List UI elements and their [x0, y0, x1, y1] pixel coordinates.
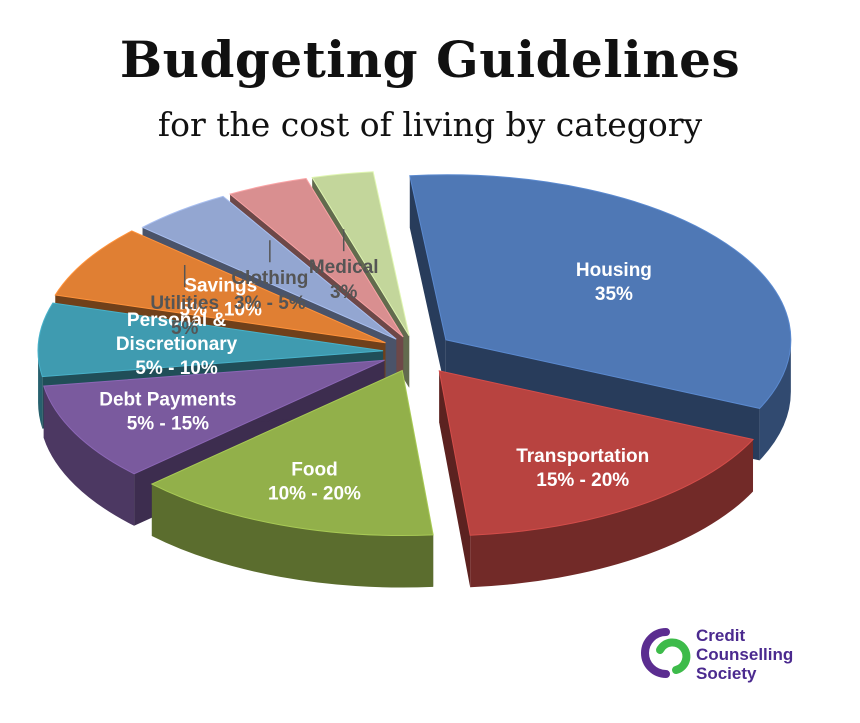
slice-utilities [141, 195, 397, 340]
slice-clothing [229, 177, 404, 338]
label-food-name: Food [291, 460, 337, 481]
label-food-value: 10% - 20% [268, 484, 361, 505]
label-medical-value: 3% [330, 282, 358, 303]
slice-food [150, 369, 434, 537]
label-personal-discretionary-name: Personal & [127, 310, 227, 331]
label-transportation-name: Transportation [516, 446, 649, 467]
slice-side-food [151, 484, 434, 588]
label-clothing-name: Clothing [231, 268, 308, 289]
label-transportation-value: 15% - 20% [536, 470, 629, 491]
label-housing-value: 35% [595, 284, 633, 305]
slice-personal-discretionary [37, 302, 384, 378]
label-housing-name: Housing [576, 260, 652, 281]
label-savings-value: 5% - 10% [180, 300, 262, 321]
slice-debt-payments [43, 359, 385, 475]
chart-title: Budgeting Guidelines [119, 30, 741, 89]
brand-logo: Credit Counselling Society [636, 622, 826, 686]
label-clothing-value: 3% - 5% [234, 293, 306, 314]
label-savings-name: Savings [184, 276, 257, 297]
pie-tops [37, 171, 792, 537]
slice-wall-transportation-1 [439, 370, 471, 588]
brand-line-3: Society [696, 664, 757, 683]
label-medical-name: Medical [309, 257, 379, 278]
slice-side-transportation [470, 439, 754, 588]
slice-housing [409, 174, 792, 409]
label-utilities-value: 5% [171, 318, 199, 339]
slice-wall-housing-0 [409, 175, 446, 392]
brand-name: Credit Counselling Society [696, 626, 793, 683]
label-debt-payments-name: Debt Payments [99, 389, 236, 410]
logo-icon [641, 628, 691, 678]
label-utilities-name: Utilities [150, 293, 219, 314]
label-personal-discretionary-name: Discretionary [116, 334, 238, 355]
slice-side-personal-discretionary [38, 350, 43, 429]
slice-savings [54, 230, 386, 344]
slice-transportation [438, 370, 754, 536]
pie-labels: Housing 35% Transportation 15% - 20% Food 10%… [99, 229, 652, 505]
chart-subtitle: for the cost of living by category [157, 105, 703, 144]
slice-side-housing [759, 339, 791, 461]
label-personal-discretionary-value: 5% - 10% [135, 358, 217, 379]
slice-side-debt-payments [43, 386, 135, 526]
slice-medical [311, 171, 410, 337]
brand-line-1: Credit [696, 626, 746, 645]
label-debt-payments-value: 5% - 15% [127, 413, 209, 434]
brand-line-2: Counselling [696, 645, 794, 664]
